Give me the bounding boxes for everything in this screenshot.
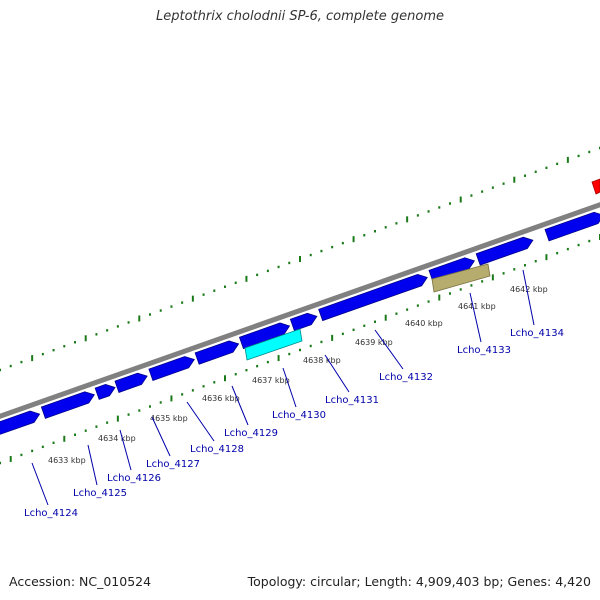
gene-leader-line	[231, 385, 249, 426]
scale-label: 4636 kbp	[202, 394, 240, 403]
gene-label: Lcho_4127	[146, 459, 200, 470]
scale-label: 4639 kbp	[355, 338, 393, 347]
scale-label: 4638 kbp	[303, 356, 341, 365]
gene-arrow	[194, 340, 240, 365]
gene-label: Lcho_4126	[107, 473, 161, 484]
gene-leader-line	[119, 429, 132, 471]
gene-arrow	[0, 410, 41, 438]
scale-label: 4641 kbp	[458, 302, 496, 311]
genome-backbone	[0, 202, 600, 419]
gene-leader-line	[324, 354, 350, 393]
scale-label: 4642 kbp	[510, 285, 548, 294]
gene-leader-line	[522, 269, 535, 326]
gene-label: Lcho_4128	[190, 444, 244, 455]
gene-arrow	[40, 391, 95, 419]
gene-arrow	[94, 384, 116, 400]
gene-arrow	[544, 211, 600, 242]
gene-arrow	[114, 372, 148, 393]
gene-label: Lcho_4129	[224, 428, 278, 439]
gene-arrow	[475, 236, 534, 266]
scale-label: 4637 kbp	[252, 376, 290, 385]
gene-label: Lcho_4131	[325, 395, 379, 406]
gene-leader-line	[151, 416, 171, 457]
gene-leader-line	[469, 292, 482, 343]
gene-leader-line	[282, 367, 297, 408]
gene-label: Lcho_4133	[457, 345, 511, 356]
accession-text: Accession: NC_010524	[9, 574, 152, 589]
gene-label: Lcho_4134	[510, 328, 564, 339]
gene-track	[0, 211, 600, 438]
gene-leader-line	[374, 329, 404, 370]
gene-arrow	[148, 356, 195, 381]
gene-arrow	[238, 322, 291, 350]
gene-label: Lcho_4130	[272, 410, 326, 421]
gene-red	[591, 178, 600, 195]
gene-olive	[431, 263, 491, 293]
gene-leader-line	[87, 444, 98, 486]
map-title: Leptothrix cholodnii SP-6, complete geno…	[156, 9, 444, 24]
gene-label: Lcho_4124	[24, 508, 78, 519]
gene-label: Lcho_4125	[73, 488, 127, 499]
gene-cyan	[244, 328, 303, 361]
scale-label: 4640 kbp	[405, 319, 443, 328]
gene-arrow	[318, 273, 428, 322]
scale-label: 4634 kbp	[98, 434, 136, 443]
genome-summary-text: Topology: circular; Length: 4,909,403 bp…	[247, 574, 591, 589]
gene-arrow	[289, 312, 318, 332]
gene-label: Lcho_4132	[379, 372, 433, 383]
scale-label: 4635 kbp	[150, 414, 188, 423]
scale-label: 4633 kbp	[48, 456, 86, 465]
gene-leader-line	[186, 401, 215, 442]
gene-leader-line	[31, 462, 49, 506]
